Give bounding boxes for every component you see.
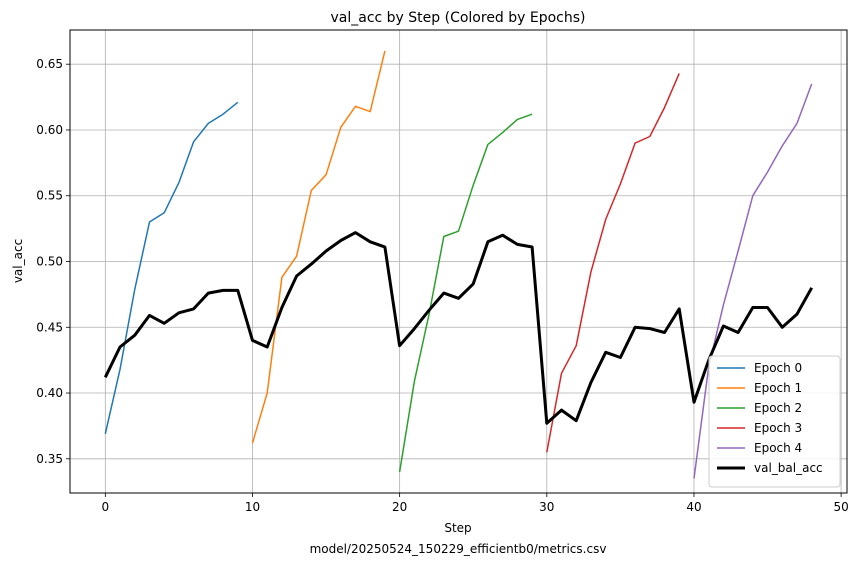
x-tick-label: 0 [101,500,109,514]
x-tick-label: 10 [245,500,260,514]
series-lines [103,50,814,479]
series-line-epoch-2 [398,113,533,473]
x-tick-label: 40 [686,500,701,514]
y-tick-label: 0.65 [36,57,63,71]
chart-caption: model/20250524_150229_efficientb0/metric… [310,542,607,556]
grid [70,30,847,493]
y-tick-label: 0.60 [36,123,63,137]
y-tick-label: 0.45 [36,320,63,334]
y-tick-label: 0.50 [36,255,63,269]
legend: Epoch 0 Epoch 1 Epoch 2 Epoch 3 Epoch 4 val_b… [708,355,841,488]
y-tick-label: 0.35 [36,452,63,466]
legend-entry-label: val_bal_acc [754,461,823,475]
legend-entry-label: Epoch 4 [754,441,802,455]
y-axis-label: val_acc [11,239,25,283]
y-tick-label: 0.40 [36,386,63,400]
legend-entry-label: Epoch 3 [754,421,802,435]
x-tick-label: 20 [392,500,407,514]
series-line-epoch-0 [104,101,239,434]
y-tick-label: 0.55 [36,189,63,203]
x-tick-label: 50 [833,500,848,514]
y-axis-ticks: 0.35 0.40 0.45 0.50 0.55 0.60 0.65 [36,57,70,466]
legend-entry-label: Epoch 0 [754,361,802,375]
series-line-epoch-1 [251,50,386,444]
series-line-epoch-3 [546,73,680,453]
legend-entry-label: Epoch 1 [754,381,802,395]
x-axis-ticks: 0 10 20 30 40 50 [101,493,849,514]
x-axis-label: Step [444,521,471,535]
x-tick-label: 30 [539,500,554,514]
series-line-val-bal-acc [103,231,814,425]
legend-entry-label: Epoch 2 [754,401,802,415]
chart-title: val_acc by Step (Colored by Epochs) [330,10,585,26]
